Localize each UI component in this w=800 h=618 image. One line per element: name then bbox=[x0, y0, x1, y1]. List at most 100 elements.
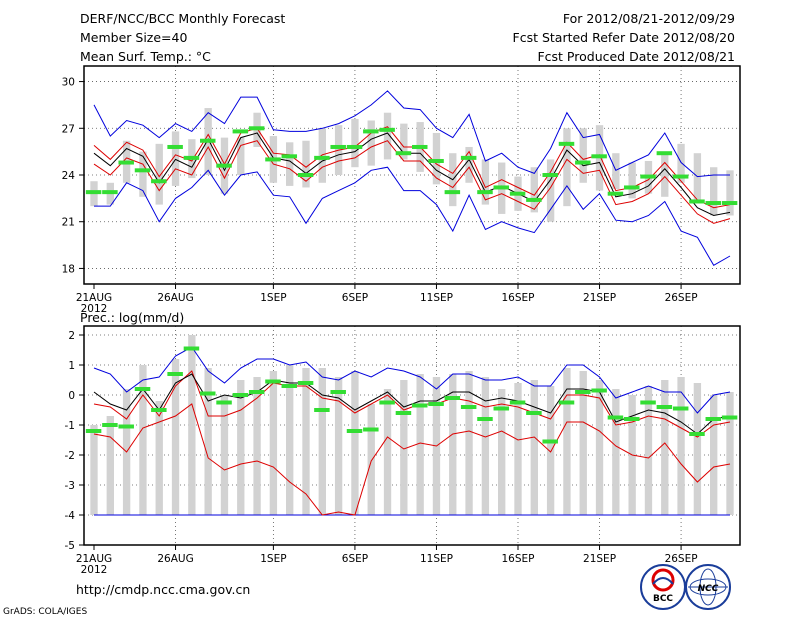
ensemble-box bbox=[710, 395, 718, 515]
ensemble-box bbox=[383, 112, 392, 160]
ensemble-box bbox=[286, 142, 294, 186]
median-marker bbox=[216, 163, 232, 168]
median-marker bbox=[314, 408, 330, 412]
median-marker bbox=[232, 393, 249, 397]
median-marker bbox=[363, 427, 379, 432]
median-marker bbox=[134, 387, 151, 391]
median-marker bbox=[542, 173, 558, 177]
ensemble-box bbox=[579, 371, 587, 515]
x-tick-label: 11SEP bbox=[420, 553, 453, 565]
ensemble-box bbox=[498, 389, 506, 515]
median-marker bbox=[265, 379, 281, 384]
median-marker bbox=[118, 424, 134, 429]
median-marker bbox=[102, 423, 118, 427]
chart-title: DERF/NCC/BCC Monthly Forecast bbox=[80, 11, 285, 26]
y-tick-label: -4 bbox=[65, 510, 76, 522]
ensemble-box bbox=[351, 118, 359, 168]
median-marker bbox=[509, 191, 526, 196]
ensemble-box bbox=[286, 365, 294, 515]
ensemble-box bbox=[302, 368, 310, 515]
ensemble-box bbox=[481, 377, 490, 515]
ensemble-box bbox=[661, 380, 669, 515]
ensemble-box bbox=[677, 377, 685, 515]
median-marker bbox=[346, 429, 363, 433]
median-marker bbox=[656, 405, 673, 409]
x-tick-label: 1SEP bbox=[260, 292, 286, 304]
median-marker bbox=[624, 417, 640, 421]
y-tick-label: -5 bbox=[65, 540, 75, 552]
y-tick-label: 2 bbox=[68, 330, 75, 342]
ensemble-box bbox=[155, 143, 163, 205]
median-marker bbox=[297, 381, 314, 385]
median-marker bbox=[395, 411, 412, 415]
median-marker bbox=[314, 155, 330, 160]
bcc-logo-text: BCC bbox=[653, 594, 673, 604]
ensemble-box bbox=[661, 151, 669, 197]
refer-date: Fcst Started Refer Date 2012/08/20 bbox=[513, 30, 736, 45]
median-marker bbox=[167, 144, 183, 149]
y-tick-label: 18 bbox=[62, 263, 75, 275]
median-marker bbox=[542, 439, 558, 444]
lower-spread-line bbox=[93, 403, 731, 516]
median-marker bbox=[705, 417, 722, 421]
x-tick-label: 26AUG bbox=[157, 292, 193, 304]
median-marker bbox=[558, 400, 575, 405]
ensemble-box bbox=[530, 380, 538, 515]
y-tick-label: -1 bbox=[65, 420, 75, 432]
x-tick-label: 6SEP bbox=[342, 292, 368, 304]
median-marker bbox=[721, 415, 738, 420]
ensemble-box bbox=[367, 404, 375, 515]
lower-spread-line bbox=[93, 140, 731, 224]
ensemble-box bbox=[726, 392, 734, 515]
ensemble-box bbox=[204, 368, 212, 515]
x-tick-label: 11SEP bbox=[420, 292, 453, 304]
median-marker bbox=[412, 403, 428, 408]
ensemble-box bbox=[269, 371, 278, 515]
ensemble-box bbox=[612, 389, 620, 515]
median-marker bbox=[477, 190, 493, 195]
median-marker bbox=[477, 417, 493, 421]
median-marker bbox=[85, 429, 102, 433]
x-tick-label: 26SEP bbox=[665, 292, 698, 304]
median-marker bbox=[575, 390, 591, 394]
ensemble-box bbox=[530, 167, 538, 213]
median-marker bbox=[330, 144, 346, 149]
median-marker bbox=[428, 158, 444, 163]
ensemble-box bbox=[171, 131, 180, 186]
median-marker bbox=[460, 405, 477, 409]
x-tick-label: 21SEP bbox=[583, 292, 616, 304]
median-marker bbox=[444, 396, 461, 400]
ensemble-box bbox=[628, 162, 636, 199]
ensemble-box bbox=[334, 377, 343, 515]
ensemble-box bbox=[677, 143, 685, 183]
ensemble-box bbox=[351, 371, 359, 515]
median-marker bbox=[232, 129, 249, 134]
y-tick-label: -2 bbox=[65, 450, 75, 462]
ensemble-box bbox=[546, 386, 555, 515]
ensemble-box bbox=[514, 383, 522, 515]
y-tick-label: -3 bbox=[65, 480, 75, 492]
median-marker bbox=[575, 160, 591, 165]
median-marker bbox=[526, 197, 542, 202]
ensemble-box bbox=[237, 380, 245, 515]
median-marker bbox=[412, 144, 428, 149]
grads-credit: GrADS: COLA/IGES bbox=[3, 607, 87, 617]
median-marker bbox=[689, 199, 705, 204]
forecast-period: For 2012/08/21-2012/09/29 bbox=[563, 11, 735, 26]
ensemble-box bbox=[612, 153, 620, 190]
ensemble-box bbox=[595, 380, 604, 515]
median-marker bbox=[428, 402, 444, 406]
ensemble-box bbox=[237, 137, 245, 175]
median-marker bbox=[558, 141, 575, 146]
x-tick-label: 1SEP bbox=[260, 553, 286, 565]
x-tick-label: 21AUG bbox=[76, 553, 112, 565]
median-marker bbox=[656, 151, 673, 156]
x-tick-label: 26AUG bbox=[157, 553, 193, 565]
ensemble-box bbox=[400, 380, 408, 515]
median-marker bbox=[363, 129, 379, 134]
ensemble-box bbox=[416, 374, 424, 515]
ensemble-box bbox=[710, 167, 718, 216]
